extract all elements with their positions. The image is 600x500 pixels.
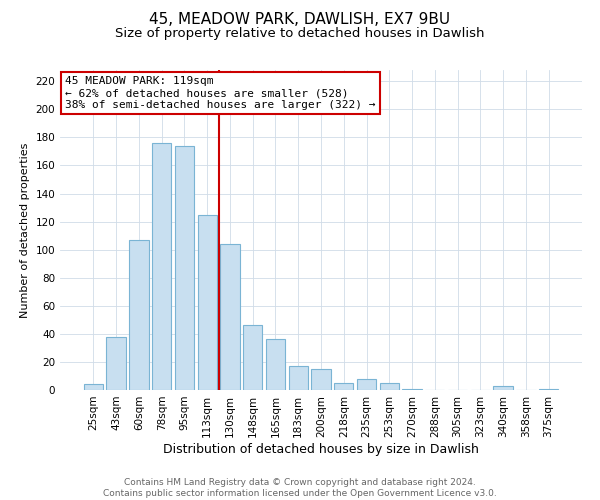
Bar bbox=[357, 379, 376, 390]
Bar bbox=[380, 383, 399, 390]
Bar bbox=[539, 388, 558, 390]
Bar bbox=[152, 143, 172, 390]
Bar bbox=[493, 386, 513, 390]
Bar bbox=[311, 369, 331, 390]
Bar bbox=[175, 146, 194, 390]
Text: 45, MEADOW PARK, DAWLISH, EX7 9BU: 45, MEADOW PARK, DAWLISH, EX7 9BU bbox=[149, 12, 451, 28]
Bar bbox=[129, 240, 149, 390]
Bar bbox=[403, 388, 422, 390]
Text: Contains HM Land Registry data © Crown copyright and database right 2024.
Contai: Contains HM Land Registry data © Crown c… bbox=[103, 478, 497, 498]
Bar bbox=[289, 366, 308, 390]
Text: Size of property relative to detached houses in Dawlish: Size of property relative to detached ho… bbox=[115, 28, 485, 40]
Y-axis label: Number of detached properties: Number of detached properties bbox=[20, 142, 30, 318]
Text: 45 MEADOW PARK: 119sqm
← 62% of detached houses are smaller (528)
38% of semi-de: 45 MEADOW PARK: 119sqm ← 62% of detached… bbox=[65, 76, 376, 110]
Bar bbox=[220, 244, 239, 390]
Bar bbox=[243, 326, 262, 390]
Bar bbox=[84, 384, 103, 390]
Bar bbox=[197, 214, 217, 390]
X-axis label: Distribution of detached houses by size in Dawlish: Distribution of detached houses by size … bbox=[163, 442, 479, 456]
Bar bbox=[106, 336, 126, 390]
Bar bbox=[266, 340, 285, 390]
Bar bbox=[334, 383, 353, 390]
